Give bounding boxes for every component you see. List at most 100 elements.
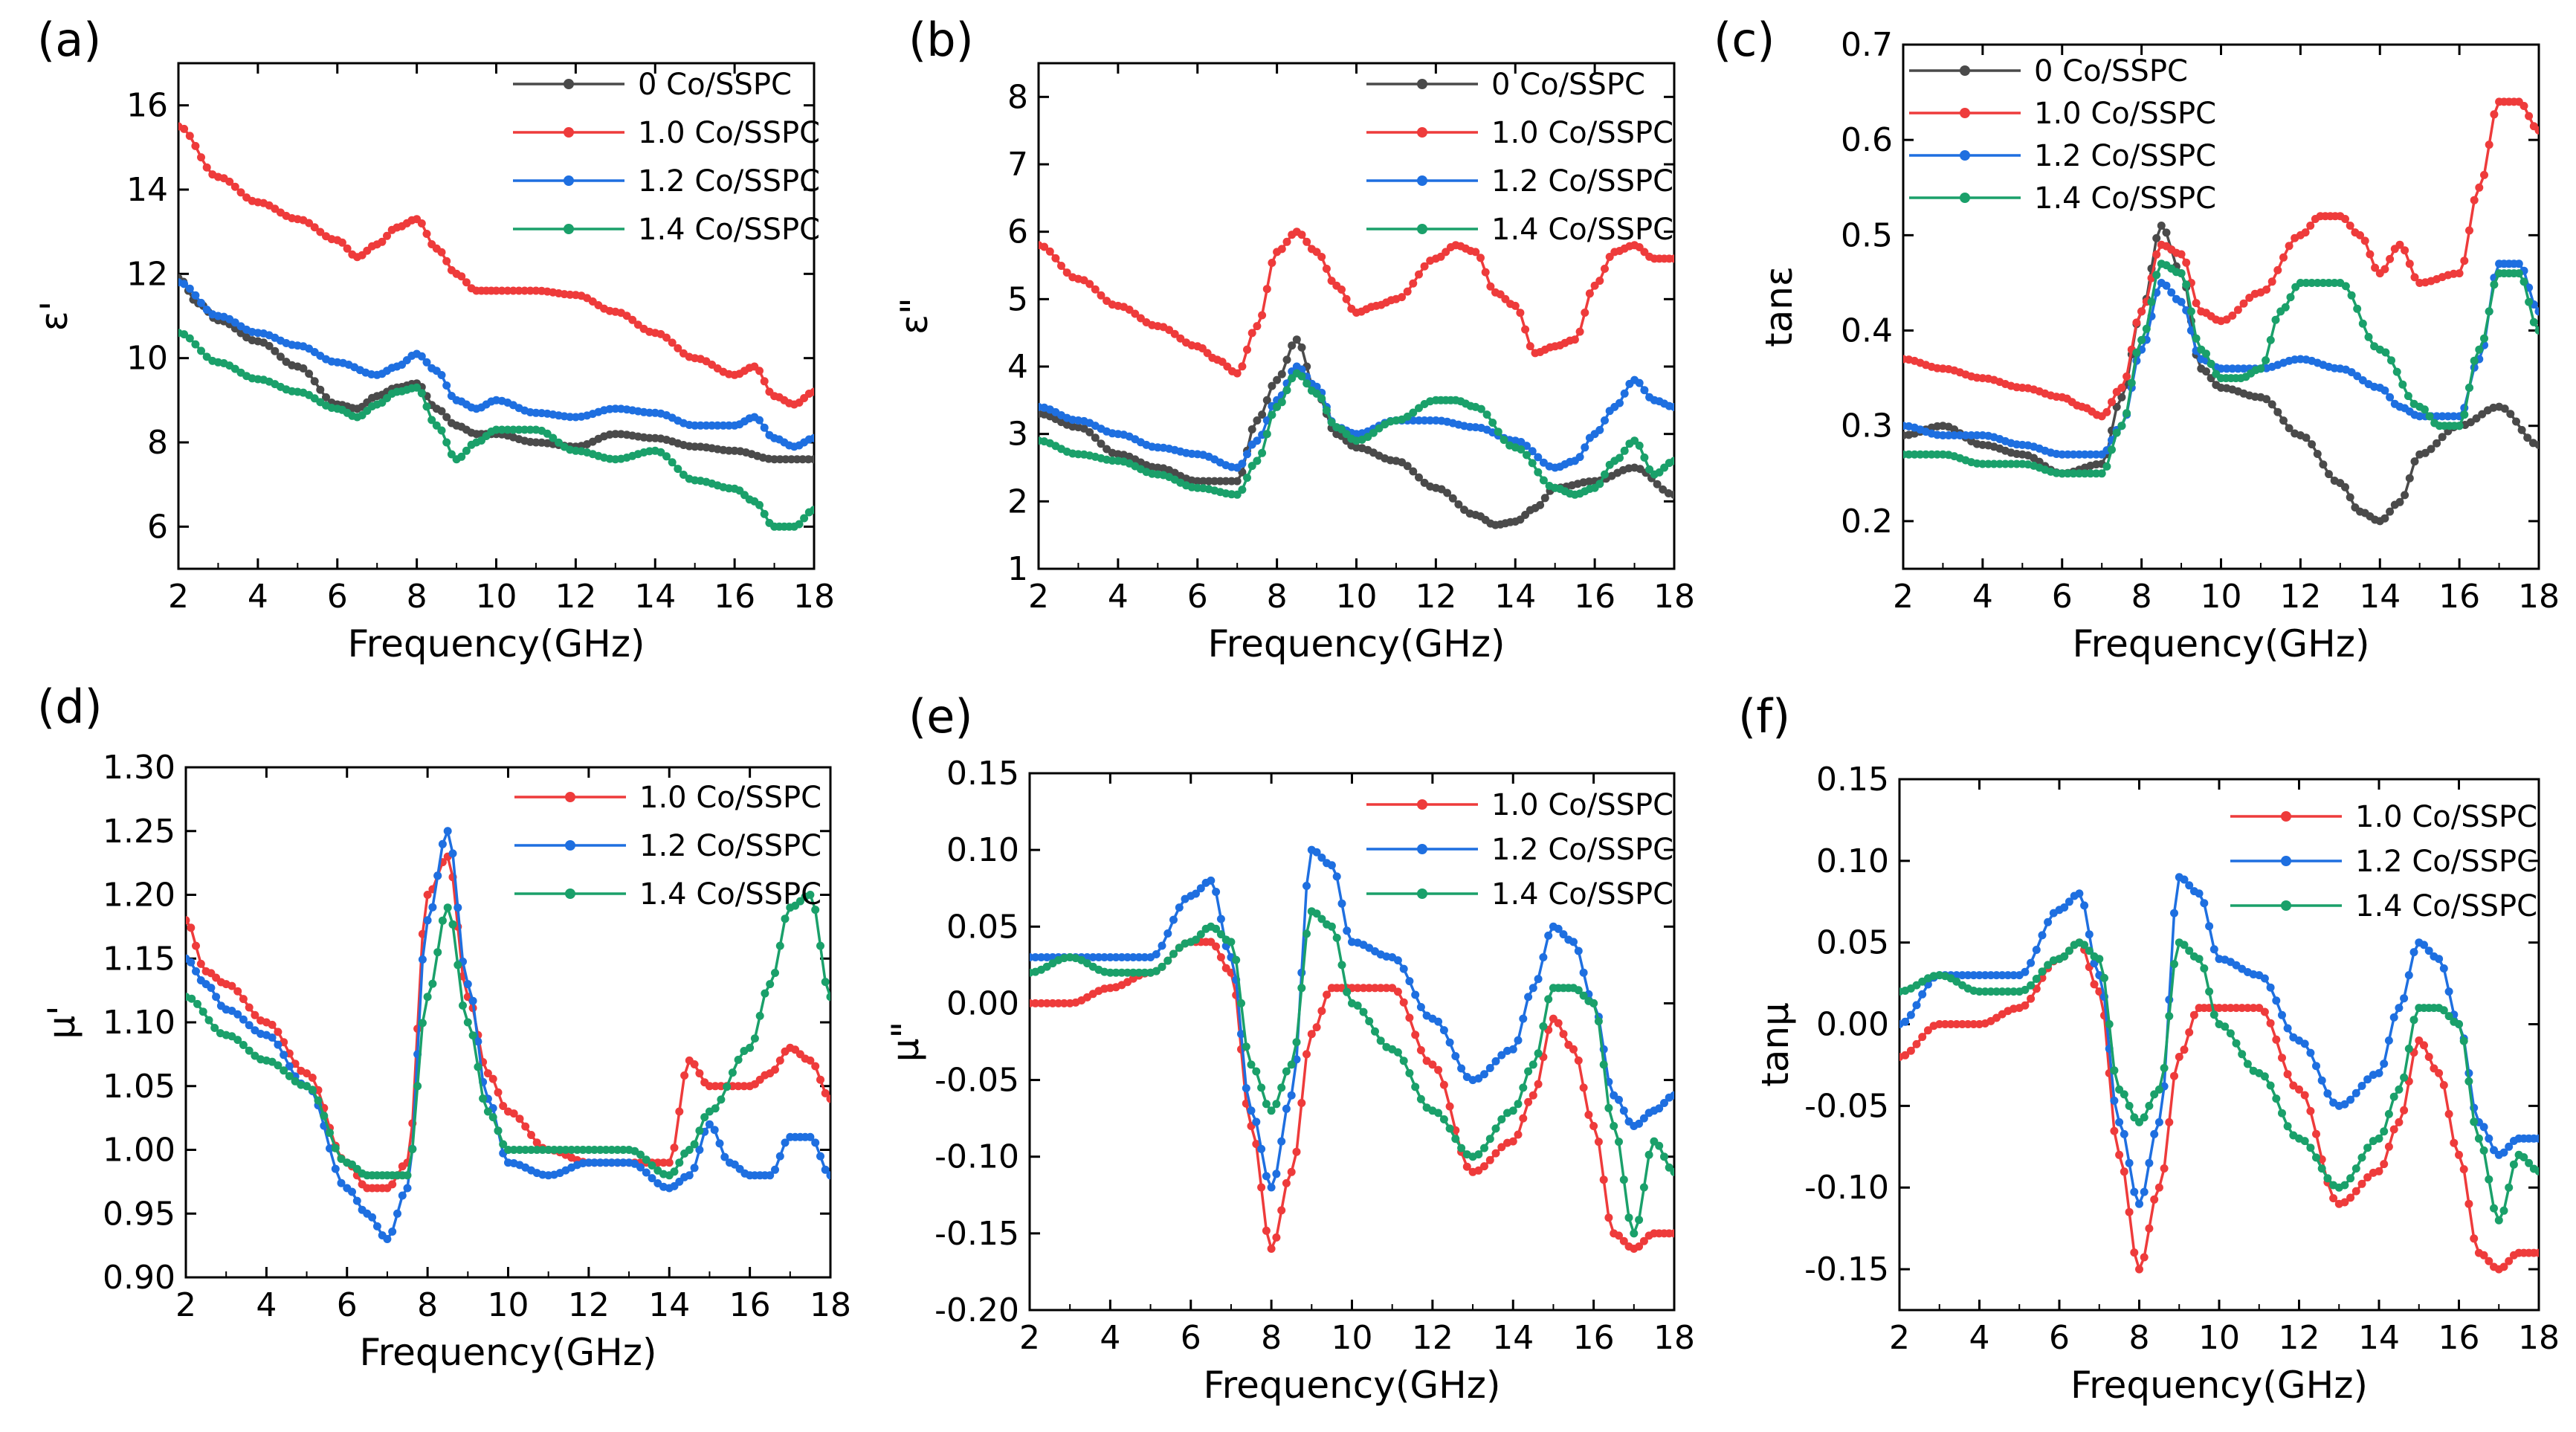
data-point [437, 248, 446, 257]
data-point [1482, 410, 1491, 419]
data-point [2421, 448, 2430, 457]
data-point [2075, 889, 2084, 898]
data-point [2021, 967, 2030, 976]
data-point [2386, 254, 2395, 263]
data-point [497, 286, 506, 295]
data-point [509, 425, 517, 434]
data-point [1393, 956, 1402, 965]
data-point [1639, 1236, 1648, 1245]
x-tick-label: 12 [568, 1286, 610, 1324]
data-point [1539, 1022, 1548, 1031]
data-point [775, 455, 784, 464]
panel-label: (f) [1738, 689, 1790, 744]
x-tick-label: 18 [1653, 578, 1695, 616]
x-tick-label: 16 [2438, 578, 2480, 616]
data-point [1559, 1030, 1568, 1039]
data-point [2319, 279, 2328, 287]
series-1-4 [1039, 369, 1674, 499]
data-point [1635, 1119, 1644, 1128]
data-point [1371, 984, 1379, 993]
data-point [2267, 277, 2276, 286]
data-point [2479, 1146, 2488, 1155]
data-point [532, 408, 540, 417]
data-point [1253, 457, 1262, 465]
data-point [1297, 230, 1306, 239]
data-point [816, 1075, 824, 1084]
data-point [2312, 1153, 2320, 1162]
data-point [438, 839, 447, 848]
data-point [1995, 459, 2004, 468]
y-tick-label: 0.4 [1841, 312, 1893, 350]
data-point [1416, 1003, 1425, 1011]
data-point [1420, 262, 1429, 271]
data-point [826, 993, 830, 1002]
data-point [2222, 315, 2231, 324]
data-point [1585, 289, 1594, 298]
data-point [1594, 1138, 1603, 1146]
data-point [1517, 445, 1526, 454]
data-point [448, 920, 457, 929]
data-point [2525, 112, 2534, 120]
legend-label: 1.2 Co/SSPC [2355, 845, 2537, 879]
data-point [2221, 1004, 2230, 1013]
legend-marker [1960, 108, 1970, 118]
x-tick-label: 14 [1492, 1319, 1534, 1357]
data-point [2455, 422, 2464, 430]
data-point [1262, 430, 1271, 439]
data-point [2226, 1004, 2235, 1013]
data-point [2325, 279, 2333, 287]
data-point [276, 352, 285, 361]
data-point [1476, 254, 1485, 262]
data-point [675, 1158, 684, 1167]
data-point [483, 1107, 492, 1116]
data-point [337, 1178, 346, 1187]
data-point [1247, 1106, 1256, 1115]
data-point [2080, 469, 2089, 478]
data-point [1117, 968, 1126, 977]
data-point [187, 994, 196, 1003]
data-point [561, 1146, 570, 1154]
data-point [665, 1158, 674, 1167]
data-point [2405, 259, 2414, 268]
data-point [1938, 431, 1947, 439]
x-tick-label: 2 [1889, 1319, 1910, 1357]
y-tick-label: 0.95 [103, 1195, 175, 1233]
data-point [1975, 971, 1983, 980]
data-point [2027, 958, 2036, 967]
x-tick-label: 16 [1574, 578, 1615, 616]
data-point [2266, 1081, 2275, 1090]
data-point [197, 298, 205, 307]
data-point [1243, 474, 1251, 483]
data-point [2165, 1012, 2174, 1021]
x-axis-title: Frequency(GHz) [2073, 622, 2370, 665]
data-point [2182, 258, 2191, 267]
data-point [2100, 973, 2108, 982]
data-point [2340, 1100, 2349, 1109]
data-point [662, 452, 671, 461]
data-point [2154, 1085, 2163, 1094]
data-point [1042, 953, 1051, 961]
data-point [1906, 1046, 1915, 1055]
data-point [622, 312, 631, 320]
data-point [1403, 287, 1412, 296]
data-point [1579, 1083, 1588, 1092]
data-point [2363, 1075, 2372, 1084]
data-point [314, 1096, 323, 1105]
data-point [2509, 1160, 2518, 1169]
data-point [2065, 897, 2073, 906]
data-point [1253, 416, 1262, 425]
legend-marker [564, 127, 574, 138]
data-point [2427, 445, 2435, 454]
data-point [1097, 439, 1105, 448]
data-point [2351, 1164, 2360, 1173]
data-point [202, 163, 211, 172]
data-point [198, 1007, 207, 1016]
data-point [695, 1146, 704, 1154]
data-point [1212, 888, 1221, 896]
data-point [2455, 269, 2464, 278]
data-point [187, 958, 196, 967]
data-point [1243, 450, 1251, 459]
data-point [1975, 987, 1983, 996]
data-point [2285, 242, 2293, 251]
x-tick-label: 18 [2518, 578, 2560, 616]
